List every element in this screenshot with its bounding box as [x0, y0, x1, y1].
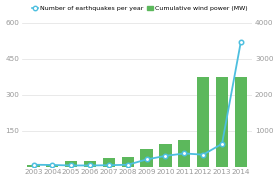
- Bar: [65, 161, 77, 167]
- Bar: [216, 77, 228, 167]
- Bar: [46, 165, 59, 167]
- Bar: [159, 144, 172, 167]
- Bar: [141, 149, 153, 167]
- Bar: [27, 165, 40, 167]
- Bar: [235, 77, 247, 167]
- Bar: [178, 140, 191, 167]
- Legend: Number of earthquakes per year, Cumulative wind power (MW): Number of earthquakes per year, Cumulati…: [29, 3, 250, 14]
- Bar: [122, 157, 134, 167]
- Bar: [197, 77, 209, 167]
- Bar: [84, 161, 96, 167]
- Bar: [103, 158, 115, 167]
